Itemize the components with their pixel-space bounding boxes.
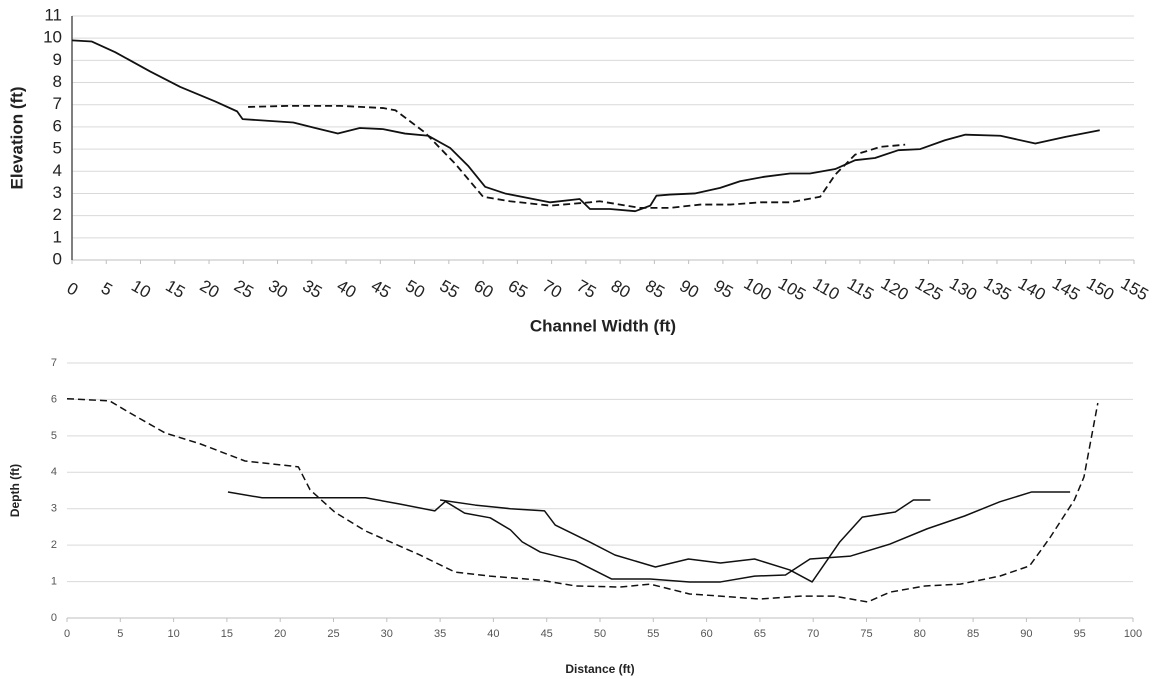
data-line xyxy=(66,397,1099,603)
x-tick-label: 95 xyxy=(710,276,736,302)
x-tick-label: 75 xyxy=(860,628,872,640)
x-tick-label: 15 xyxy=(162,276,188,302)
x-axis-title: Channel Width (ft) xyxy=(530,316,676,335)
y-tick-label: 2 xyxy=(53,205,62,224)
x-tick-label: 90 xyxy=(1020,628,1032,640)
x-tick-label: 45 xyxy=(541,628,553,640)
x-tick-label: 30 xyxy=(265,276,291,302)
data-line xyxy=(227,491,1071,583)
x-tick-label: 120 xyxy=(878,274,912,305)
x-tick-label: 145 xyxy=(1049,274,1083,305)
y-tick-label: 7 xyxy=(51,357,57,369)
x-tick-label: 95 xyxy=(1074,628,1086,640)
data-line xyxy=(248,104,906,209)
y-axis-title: Depth (ft) xyxy=(8,464,22,517)
x-axis-title: Distance (ft) xyxy=(565,662,634,676)
x-tick-label: 20 xyxy=(274,628,286,640)
x-tick-label: 10 xyxy=(128,276,154,302)
y-tick-label: 0 xyxy=(51,612,57,624)
y-tick-label: 2 xyxy=(51,539,57,551)
x-tick-label: 85 xyxy=(642,276,668,302)
x-tick-label: 80 xyxy=(914,628,926,640)
y-tick-label: 3 xyxy=(51,503,57,515)
y-tick-label: 4 xyxy=(53,161,62,180)
y-axis-title: Elevation (ft) xyxy=(7,87,26,190)
x-tick-label: 40 xyxy=(334,276,360,302)
x-tick-label: 50 xyxy=(594,628,606,640)
x-tick-label: 25 xyxy=(231,276,257,302)
x-tick-label: 5 xyxy=(98,279,116,300)
x-tick-label: 75 xyxy=(573,276,599,302)
x-tick-label: 115 xyxy=(844,274,877,304)
y-tick-label: 1 xyxy=(51,575,57,587)
x-tick-label: 10 xyxy=(167,628,179,640)
x-tick-label: 65 xyxy=(754,628,766,640)
x-tick-label: 100 xyxy=(1124,628,1142,640)
y-tick-label: 9 xyxy=(53,50,62,69)
x-tick-label: 85 xyxy=(967,628,979,640)
x-tick-label: 5 xyxy=(117,628,123,640)
x-tick-label: 135 xyxy=(980,274,1014,305)
data-line xyxy=(71,39,1100,213)
x-tick-label: 150 xyxy=(1083,274,1117,305)
y-tick-label: 0 xyxy=(53,249,62,268)
x-tick-label: 50 xyxy=(402,276,428,302)
y-tick-label: 10 xyxy=(43,28,62,47)
x-tick-label: 125 xyxy=(912,274,946,305)
x-tick-label: 140 xyxy=(1015,274,1049,305)
y-tick-label: 5 xyxy=(53,139,62,158)
x-tick-label: 70 xyxy=(539,276,565,302)
x-tick-label: 55 xyxy=(647,628,659,640)
x-tick-label: 70 xyxy=(807,628,819,640)
x-tick-label: 55 xyxy=(436,276,462,302)
x-tick-label: 35 xyxy=(299,276,325,302)
x-tick-label: 60 xyxy=(700,628,712,640)
y-tick-label: 5 xyxy=(51,430,57,442)
y-tick-label: 1 xyxy=(53,227,62,246)
x-tick-label: 35 xyxy=(434,628,446,640)
y-tick-label: 6 xyxy=(51,393,57,405)
y-tick-label: 6 xyxy=(53,116,62,135)
x-tick-label: 30 xyxy=(381,628,393,640)
x-tick-label: 0 xyxy=(64,279,82,300)
x-tick-label: 155 xyxy=(1117,274,1151,305)
x-tick-label: 80 xyxy=(608,276,634,302)
x-tick-label: 40 xyxy=(487,628,499,640)
x-tick-label: 20 xyxy=(197,276,223,302)
y-tick-label: 7 xyxy=(53,94,62,113)
y-tick-label: 3 xyxy=(53,183,62,202)
x-tick-label: 15 xyxy=(221,628,233,640)
x-tick-label: 90 xyxy=(676,276,702,302)
data-line xyxy=(439,499,931,583)
x-tick-label: 25 xyxy=(327,628,339,640)
x-tick-label: 130 xyxy=(946,274,980,305)
x-tick-label: 45 xyxy=(368,276,394,302)
x-tick-label: 65 xyxy=(505,276,531,302)
x-tick-label: 105 xyxy=(775,274,809,305)
y-tick-label: 4 xyxy=(51,466,57,478)
y-tick-label: 8 xyxy=(53,72,62,91)
y-tick-label: 11 xyxy=(44,5,62,24)
x-tick-label: 110 xyxy=(810,274,843,304)
x-tick-label: 0 xyxy=(64,628,70,640)
x-tick-label: 60 xyxy=(471,276,497,302)
x-tick-label: 100 xyxy=(741,274,775,305)
